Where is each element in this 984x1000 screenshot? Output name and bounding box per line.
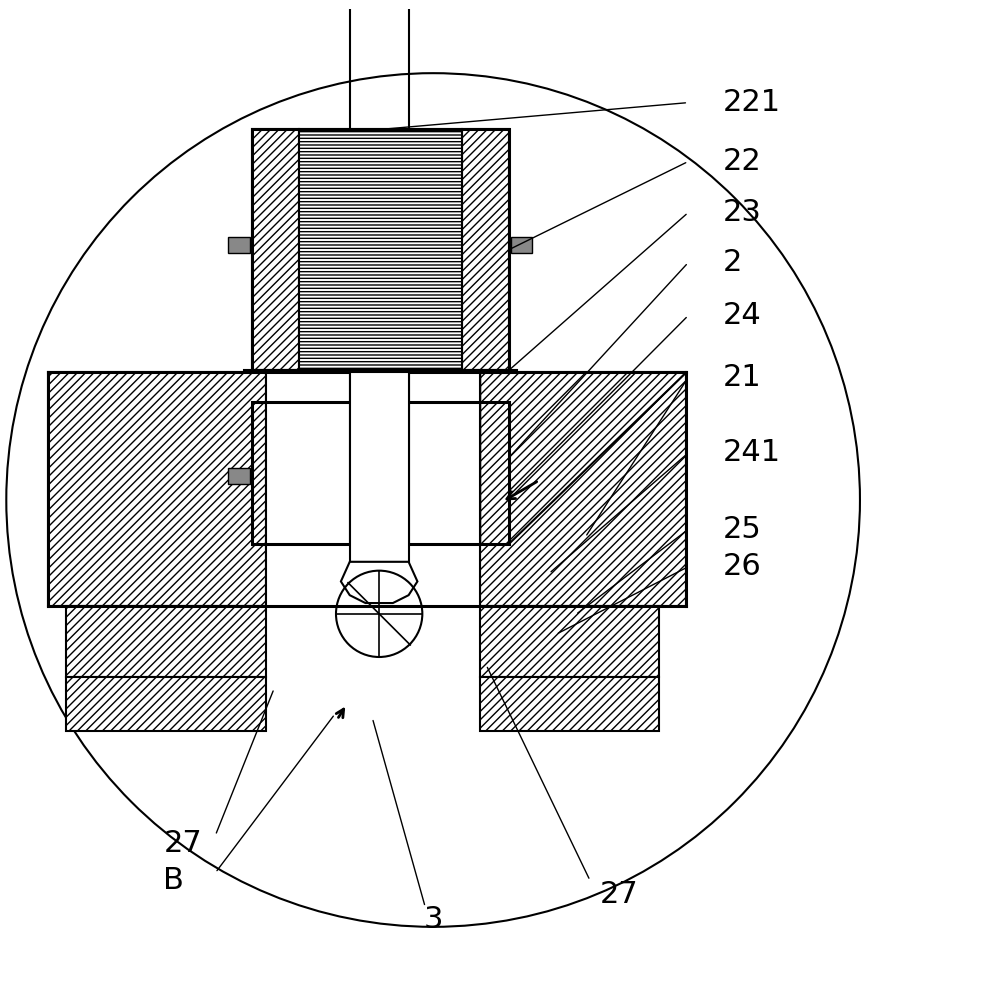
Bar — [244, 370, 517, 392]
Bar — [299, 129, 461, 370]
Polygon shape — [480, 372, 686, 544]
Bar — [480, 606, 659, 677]
Bar — [511, 237, 532, 253]
Bar — [349, 372, 408, 562]
Text: 21: 21 — [722, 363, 762, 392]
Text: 24: 24 — [722, 301, 762, 330]
Bar — [349, 372, 408, 544]
Text: 25: 25 — [722, 515, 762, 544]
Polygon shape — [340, 562, 417, 603]
Text: B: B — [163, 866, 184, 895]
Bar — [252, 129, 299, 370]
Bar — [66, 677, 267, 731]
Text: 27: 27 — [600, 880, 639, 909]
Text: 2: 2 — [722, 248, 742, 277]
Bar — [66, 606, 267, 677]
Bar — [252, 402, 509, 544]
Bar — [48, 372, 267, 606]
Text: 26: 26 — [722, 552, 762, 581]
Bar — [228, 237, 250, 253]
Text: 221: 221 — [722, 88, 780, 117]
Text: 241: 241 — [722, 438, 780, 467]
Bar — [228, 468, 250, 484]
Bar — [480, 372, 686, 606]
Text: 22: 22 — [722, 147, 762, 176]
Bar — [252, 129, 509, 370]
Bar — [461, 402, 509, 544]
Text: 23: 23 — [722, 198, 762, 227]
Bar — [461, 129, 509, 370]
Bar — [299, 402, 461, 544]
Bar — [267, 372, 480, 606]
Text: 3: 3 — [423, 905, 443, 934]
Bar — [252, 402, 299, 544]
Text: 27: 27 — [163, 829, 202, 858]
Bar — [480, 677, 659, 731]
